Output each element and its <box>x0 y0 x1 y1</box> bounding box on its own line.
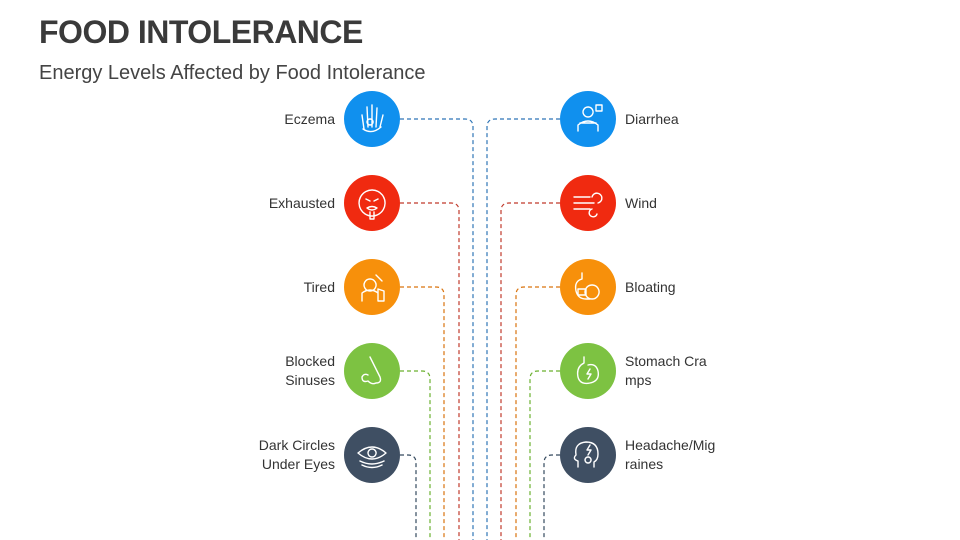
eye-icon <box>357 446 387 469</box>
dashed-connector-line <box>486 118 560 540</box>
eye-circle <box>344 427 400 483</box>
connector-left-2 <box>400 202 460 540</box>
icon-circle <box>344 175 400 231</box>
connector-left-4 <box>400 370 431 540</box>
label-left-4: Blocked Sinuses <box>285 353 335 388</box>
dashed-connector-line <box>400 286 445 540</box>
dashed-connector-line <box>400 454 417 540</box>
connector-left-3 <box>400 286 445 540</box>
page-subtitle: Energy Levels Affected by Food Intoleran… <box>39 62 426 84</box>
icon-circle <box>344 427 400 483</box>
connector-right-2 <box>500 202 560 540</box>
label-left-5: Dark Circles Under Eyes <box>258 437 335 472</box>
wind-icon <box>573 192 603 218</box>
exhausted-face-circle <box>344 175 400 231</box>
stomach-circle <box>560 343 616 399</box>
wind-circle <box>560 175 616 231</box>
tired-person-icon <box>361 274 385 302</box>
dashed-connector-line <box>515 286 560 540</box>
person-stomach-icon <box>577 104 603 132</box>
page-title: FOOD INTOLERANCE <box>39 14 363 50</box>
dashed-connector-line <box>529 370 560 540</box>
connector-right-1 <box>486 118 560 540</box>
tired-person-circle <box>344 259 400 315</box>
exhausted-face-icon <box>358 189 386 220</box>
connector-right-4 <box>529 370 560 540</box>
nose-circle <box>344 343 400 399</box>
headache-circle <box>560 427 616 483</box>
connector-right-3 <box>515 286 560 540</box>
icon-circle <box>344 343 400 399</box>
bloated-stomach-icon <box>574 272 600 300</box>
stomach-icon <box>576 356 600 385</box>
bloated-stomach-circle <box>560 259 616 315</box>
label-left-1: Eczema <box>284 110 335 127</box>
headache-icon <box>573 441 599 468</box>
label-left-2: Exhausted <box>268 194 335 211</box>
connector-left-1 <box>400 118 474 540</box>
nose-icon <box>361 356 382 385</box>
label-right-5: Headache/Migraines <box>625 437 716 472</box>
connector-right-5 <box>543 454 560 540</box>
dashed-connector-line <box>400 370 431 540</box>
dashed-connector-line <box>400 202 460 540</box>
dashed-connector-line <box>543 454 560 540</box>
label-right-3: Bloating <box>625 278 676 295</box>
icon-circle <box>344 259 400 315</box>
icon-circle <box>560 91 616 147</box>
dashed-connector-line <box>500 202 560 540</box>
label-left-3: Tired <box>303 278 335 295</box>
dashed-connector-line <box>400 118 474 540</box>
label-right-4: Stomach Cramps <box>625 353 707 388</box>
hand-rash-icon <box>361 104 384 133</box>
person-stomach-circle <box>560 91 616 147</box>
label-right-1: Diarrhea <box>625 110 679 127</box>
hand-rash-circle <box>344 91 400 147</box>
connector-left-5 <box>400 454 417 540</box>
label-right-2: Wind <box>625 194 657 211</box>
